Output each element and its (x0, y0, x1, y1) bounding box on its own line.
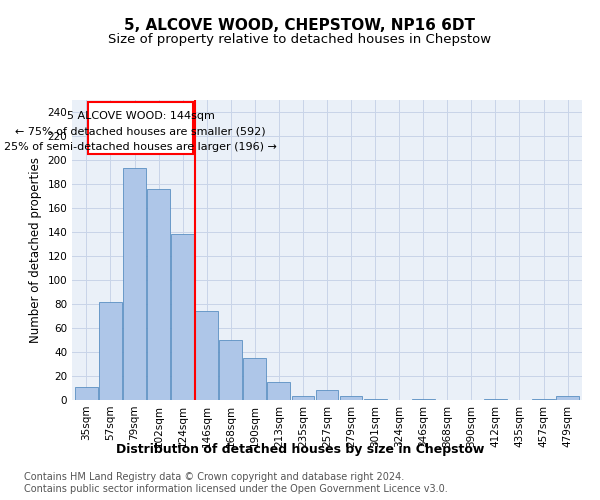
Text: Distribution of detached houses by size in Chepstow: Distribution of detached houses by size … (116, 442, 484, 456)
Bar (268, 382, 290, 400)
Bar (484, 399, 507, 400)
Bar (195, 311, 218, 400)
FancyBboxPatch shape (88, 102, 193, 154)
Bar (99, 302, 122, 400)
Bar (340, 396, 362, 400)
Bar (123, 168, 146, 400)
Bar (75, 387, 98, 400)
Bar (147, 189, 170, 400)
Bar (171, 234, 194, 400)
Text: Size of property relative to detached houses in Chepstow: Size of property relative to detached ho… (109, 32, 491, 46)
Bar (532, 399, 555, 400)
Bar (364, 399, 386, 400)
Bar (316, 390, 338, 400)
Text: Contains HM Land Registry data © Crown copyright and database right 2024.: Contains HM Land Registry data © Crown c… (24, 472, 404, 482)
Text: 5, ALCOVE WOOD, CHEPSTOW, NP16 6DT: 5, ALCOVE WOOD, CHEPSTOW, NP16 6DT (125, 18, 476, 32)
Bar (556, 396, 579, 400)
Text: ← 75% of detached houses are smaller (592): ← 75% of detached houses are smaller (59… (15, 126, 266, 136)
Bar (292, 396, 314, 400)
Bar (220, 340, 242, 400)
Bar (244, 358, 266, 400)
Text: 5 ALCOVE WOOD: 144sqm: 5 ALCOVE WOOD: 144sqm (67, 111, 214, 121)
Text: 25% of semi-detached houses are larger (196) →: 25% of semi-detached houses are larger (… (4, 142, 277, 152)
Y-axis label: Number of detached properties: Number of detached properties (29, 157, 42, 343)
Text: Contains public sector information licensed under the Open Government Licence v3: Contains public sector information licen… (24, 484, 448, 494)
Bar (412, 399, 434, 400)
